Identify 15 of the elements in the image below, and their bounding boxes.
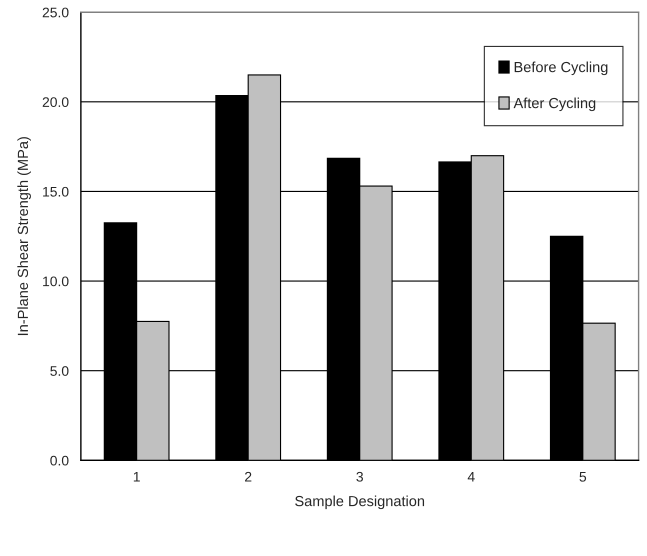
x-tick-label: 3 xyxy=(356,472,363,482)
y-tick-label: 25.0 xyxy=(42,8,69,18)
x-axis-title: Sample Designation xyxy=(295,496,424,510)
legend-label: Before Cycling xyxy=(514,62,608,76)
x-tick-label: 2 xyxy=(245,472,252,482)
y-tick-label: 5.0 xyxy=(50,366,69,376)
x-tick-label: 1 xyxy=(134,472,140,482)
legend-label: After Cycling xyxy=(514,97,596,112)
y-tick-label: 10.0 xyxy=(43,276,69,286)
y-tick-label: 0.0 xyxy=(50,456,69,466)
x-tick-label: 4 xyxy=(468,472,475,482)
y-axis-title: In-Plane Shear Strength (MPa) xyxy=(17,137,31,336)
y-tick-label: 15.0 xyxy=(43,186,69,197)
y-tick-label: 20.0 xyxy=(42,97,69,108)
x-tick-label: 5 xyxy=(580,472,586,482)
